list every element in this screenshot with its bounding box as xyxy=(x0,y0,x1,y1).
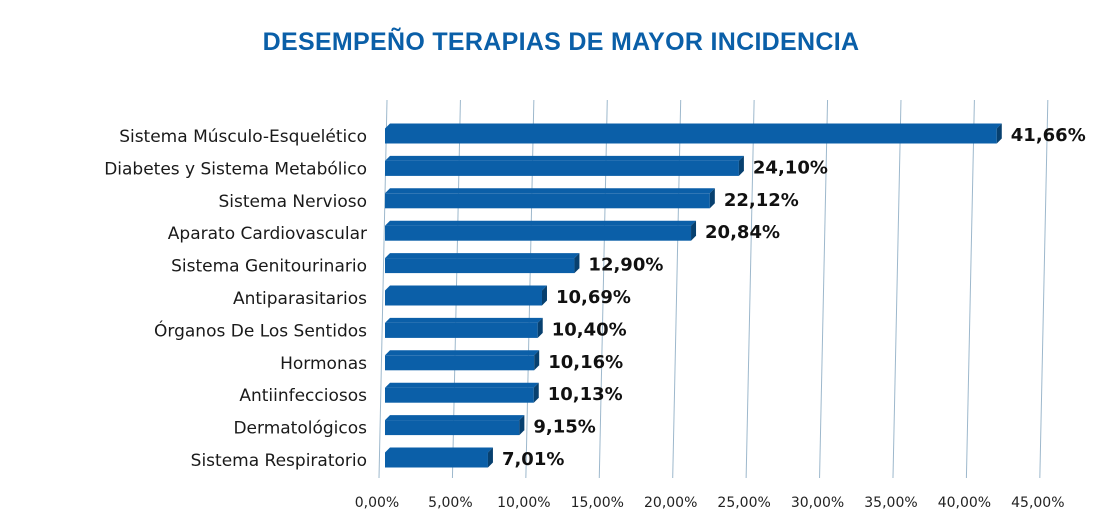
bar-top-face xyxy=(385,350,540,356)
bar xyxy=(385,355,535,371)
x-tick-label: 30,00% xyxy=(791,495,844,511)
category-label: Aparato Cardiovascular xyxy=(168,224,367,244)
grid-line xyxy=(745,99,755,479)
bar-side-face xyxy=(533,382,539,403)
bar-side-face xyxy=(996,123,1002,144)
value-label: 10,40% xyxy=(552,319,627,340)
chart-title: DESEMPEÑO TERAPIAS DE MAYOR INCIDENCIA xyxy=(262,28,860,56)
bar-top-face xyxy=(385,415,525,421)
bars xyxy=(385,123,1002,468)
category-label: Sistema Músculo-Esquelético xyxy=(119,127,367,147)
value-label: 10,69% xyxy=(556,287,631,308)
grid-line xyxy=(1039,99,1049,479)
value-label: 41,66% xyxy=(1011,125,1086,146)
grid-line xyxy=(892,99,902,479)
x-tick-label: 25,00% xyxy=(717,495,770,511)
category-label: Hormonas xyxy=(280,354,367,374)
x-tick-label: 5,00% xyxy=(428,495,472,511)
x-tick-label: 40,00% xyxy=(938,495,991,511)
category-label: Órganos De Los Sentidos xyxy=(154,319,367,341)
bar-side-face xyxy=(534,350,540,371)
x-tick-label: 20,00% xyxy=(644,495,697,511)
value-label: 10,16% xyxy=(548,352,623,373)
bar-top-face xyxy=(385,317,543,323)
bar-side-face xyxy=(487,447,493,468)
bar-side-face xyxy=(574,253,580,274)
x-tick-label: 0,00% xyxy=(355,495,399,511)
bar-side-face xyxy=(541,285,547,306)
value-label: 10,13% xyxy=(548,384,623,405)
bar xyxy=(385,290,542,306)
bar xyxy=(385,128,997,144)
category-label: Dermatológicos xyxy=(233,419,367,439)
bar xyxy=(385,322,538,338)
bar-top-face xyxy=(385,253,580,259)
value-label: 20,84% xyxy=(705,222,780,243)
value-label: 22,12% xyxy=(724,190,799,211)
x-axis-ticks: 0,00% 5,00% 10,00% 15,00% 20,00% 25,00% 30,00%… xyxy=(355,495,1065,511)
value-label: 9,15% xyxy=(533,417,595,438)
grid-line xyxy=(819,99,829,479)
bar-top-face xyxy=(385,382,539,388)
bar xyxy=(385,387,534,403)
category-label: Sistema Nervioso xyxy=(219,192,367,212)
bar xyxy=(385,258,575,274)
category-label: Sistema Genitourinario xyxy=(171,257,367,277)
bar xyxy=(385,160,739,176)
bar-side-face xyxy=(691,220,697,241)
bar-top-face xyxy=(385,220,697,226)
bar-side-face xyxy=(519,415,525,436)
category-label: Antiinfecciosos xyxy=(239,386,367,406)
bar-side-face xyxy=(537,317,543,338)
bar xyxy=(385,193,710,209)
bar-side-face xyxy=(709,188,715,209)
value-label: 24,10% xyxy=(753,157,828,178)
category-label: Antiparasitarios xyxy=(233,289,367,309)
grid-line xyxy=(965,99,975,479)
bar-side-face xyxy=(738,155,744,176)
value-label: 12,90% xyxy=(588,255,663,276)
x-tick-label: 15,00% xyxy=(571,495,624,511)
bar-top-face xyxy=(385,285,547,291)
bar-top-face xyxy=(385,155,744,161)
x-tick-label: 10,00% xyxy=(497,495,550,511)
category-label: Diabetes y Sistema Metabólico xyxy=(104,159,367,179)
value-labels: 41,66% 24,10% 22,12% 20,84% 12,90% 10,69% 10,4… xyxy=(502,125,1086,470)
category-label: Sistema Respiratorio xyxy=(191,451,367,471)
x-tick-label: 45,00% xyxy=(1011,495,1064,511)
bar xyxy=(385,225,692,241)
bar-top-face xyxy=(385,447,493,453)
value-label: 7,01% xyxy=(502,449,564,470)
bar xyxy=(385,420,520,436)
bar xyxy=(385,452,488,468)
category-labels: Sistema Músculo-Esquelético Diabetes y Si… xyxy=(104,127,367,471)
bar-top-face xyxy=(385,123,1002,129)
x-tick-label: 35,00% xyxy=(864,495,917,511)
bar-top-face xyxy=(385,188,715,194)
